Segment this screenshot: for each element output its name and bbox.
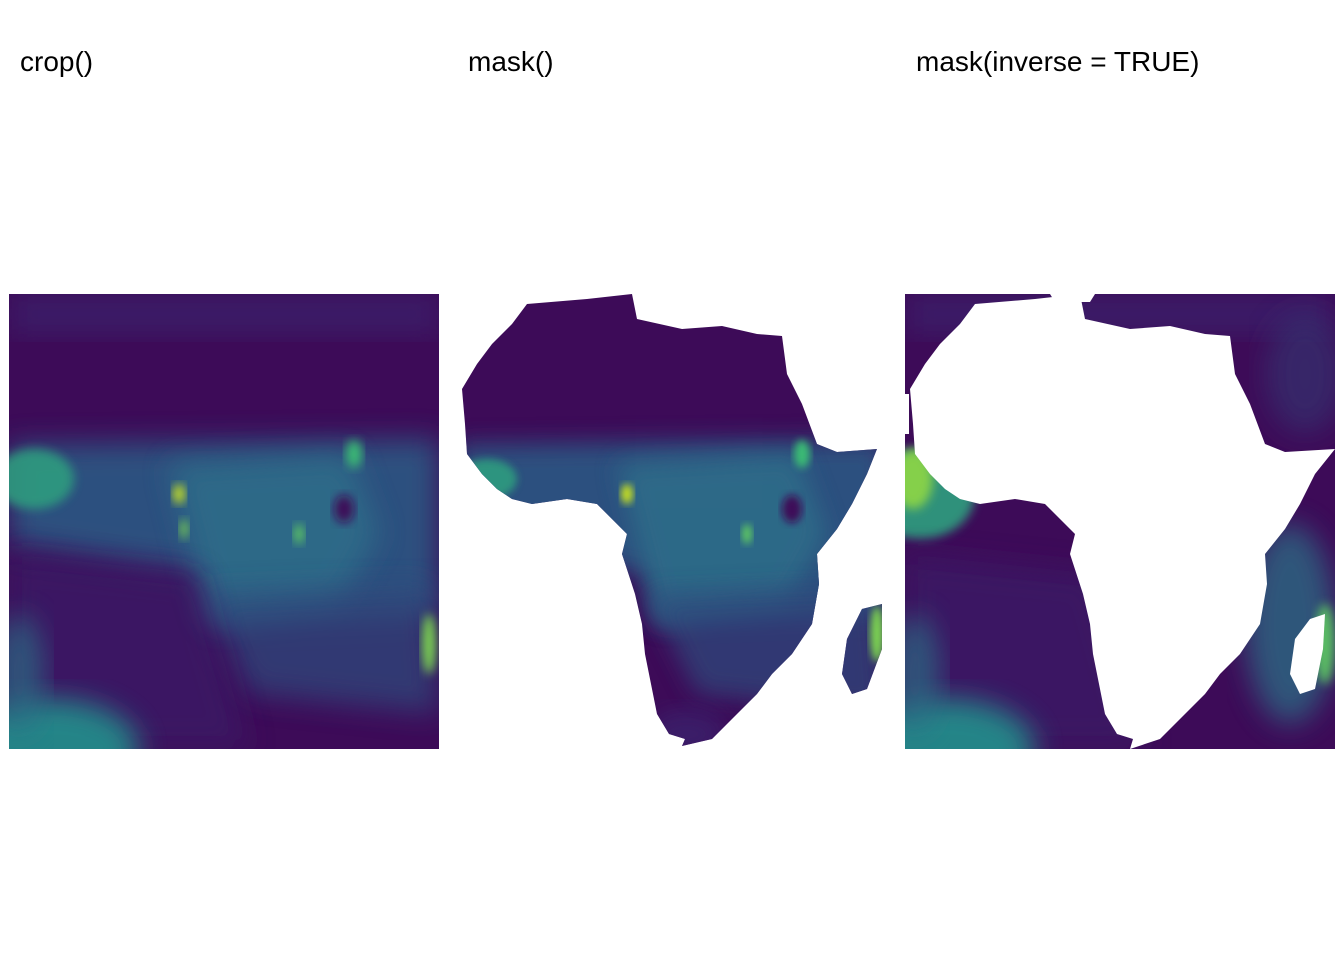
panel-title-crop: crop() [20,46,94,77]
panel-mask: mask() [448,0,896,960]
raster-map-crop [9,294,439,749]
raster-mask-inverse-svg [905,294,1335,749]
africa-mask-cutout [910,294,1335,749]
raster-mask-svg [462,294,882,746]
panel-title-mask-inverse: mask(inverse = TRUE) [916,46,1200,77]
raster-crop-svg [9,294,439,749]
panel-mask-inverse: mask(inverse = TRUE) [896,0,1344,960]
raster-map-mask-inverse [905,294,1335,749]
raster-map-mask [457,294,887,749]
africa-raster [462,294,882,746]
panel-crop: crop() [0,0,448,960]
panel-title-mask: mask() [468,46,554,77]
madagascar-mask-cutout [1290,614,1325,694]
